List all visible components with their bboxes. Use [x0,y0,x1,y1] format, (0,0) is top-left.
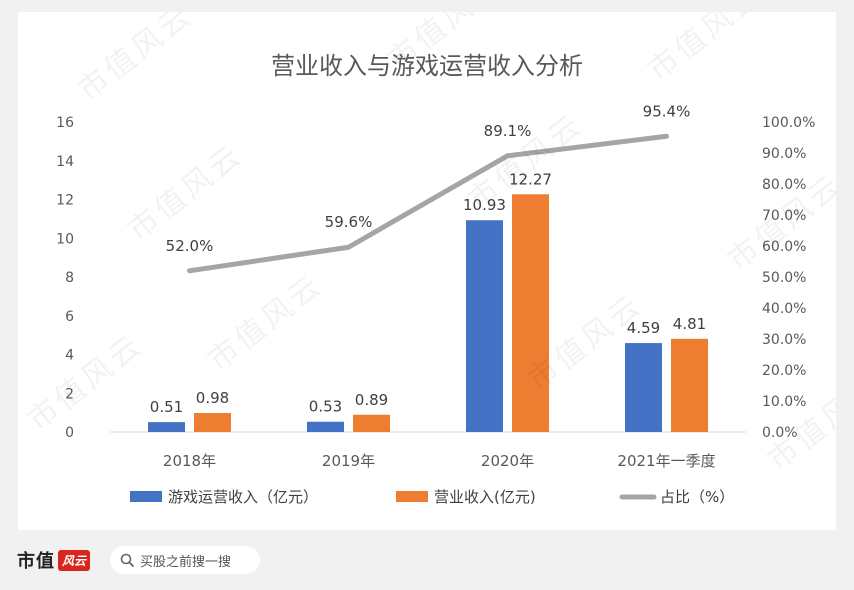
bar-operating-revenue [194,413,231,432]
y-left-tick-label: 2 [65,386,74,402]
brand-logo-badge: 风云 [58,549,91,571]
y-right-tick-label: 70.0% [762,208,806,224]
x-tick-label: 2019年 [322,452,375,470]
y-left-tick-label: 16 [56,115,74,131]
bar-operating-revenue [353,414,390,432]
y-right-tick-label: 20.0% [762,363,806,379]
x-tick-label: 2018年 [163,452,216,470]
bar-data-label: 0.53 [309,398,342,416]
ratio-data-label: 52.0% [166,237,214,255]
search-icon [120,553,134,567]
watermark: 市值风云 [21,327,150,438]
watermark: 市值风云 [121,137,250,248]
bar-game-revenue [625,343,662,432]
bar-operating-revenue [512,194,549,432]
y-right-tick-label: 80.0% [762,177,806,193]
bar-data-label: 4.59 [627,319,660,337]
watermark: 市值风云 [761,367,836,478]
y-left-tick-label: 10 [56,231,74,247]
search-placeholder: 买股之前搜一搜 [140,554,232,570]
legend-swatch [396,491,428,502]
ratio-point [665,135,668,138]
ratio-data-label: 59.6% [325,213,373,231]
legend-label: 游戏运营收入（亿元） [168,488,318,506]
legend-label: 占比（%） [660,488,734,506]
y-right-tick-label: 90.0% [762,146,806,162]
y-right-tick-label: 30.0% [762,332,806,348]
watermark: 市值风云 [641,12,770,88]
y-right-tick-label: 10.0% [762,394,806,410]
y-right-tick-label: 60.0% [762,239,806,255]
bar-data-label: 0.51 [150,398,183,416]
bar-data-label: 0.98 [196,389,229,407]
bar-data-label: 0.89 [355,391,388,409]
footer: 市值 风云 买股之前搜一搜 [0,530,854,590]
legend-swatch [130,491,162,502]
ratio-line [187,133,669,274]
chart: 营业收入与游戏运营收入分析 0 2 4 6 8 10 12 14 16 0.0% 10.0% 20.0%… [21,12,836,506]
bar-game-revenue [148,422,185,432]
chart-card: 营业收入与游戏运营收入分析 0 2 4 6 8 10 12 14 16 0.0% 10.0% 20.0%… [18,12,836,530]
bar-game-revenue [307,421,344,432]
ratio-data-label: 89.1% [484,122,532,140]
y-left-tick-label: 6 [65,309,74,325]
y-left-tick-label: 12 [56,193,74,209]
bar-data-label: 10.93 [463,196,506,214]
y-left-tick-label: 14 [56,154,74,170]
bar-operating-revenue [671,338,708,432]
chart-title: 营业收入与游戏运营收入分析 [271,52,583,80]
ratio-point [188,269,191,272]
ratio-point [506,154,509,157]
bar-data-label: 4.81 [673,315,706,333]
watermark: 市值风云 [71,12,200,108]
y-left-tick-label: 8 [65,270,74,286]
legend-label: 营业收入(亿元) [434,488,536,506]
brand-logo[interactable]: 市值 风云 [17,548,91,572]
y-right-tick-label: 100.0% [762,115,815,131]
bar-game-revenue [466,220,503,432]
y-right-tick-label: 0.0% [762,425,798,441]
brand-name: 市值 [17,551,55,572]
y-right-tick-label: 50.0% [762,270,806,286]
ratio-point [347,246,350,249]
bar-data-label: 12.27 [509,170,552,188]
search-box[interactable]: 买股之前搜一搜 [110,546,260,574]
x-tick-label: 2021年一季度 [617,452,715,470]
y-left-tick-label: 0 [65,425,74,441]
y-right-tick-label: 40.0% [762,301,806,317]
watermark: 市值风云 [201,267,330,378]
x-tick-label: 2020年 [481,452,534,470]
ratio-data-label: 95.4% [643,102,691,120]
y-left-tick-label: 4 [65,348,74,364]
